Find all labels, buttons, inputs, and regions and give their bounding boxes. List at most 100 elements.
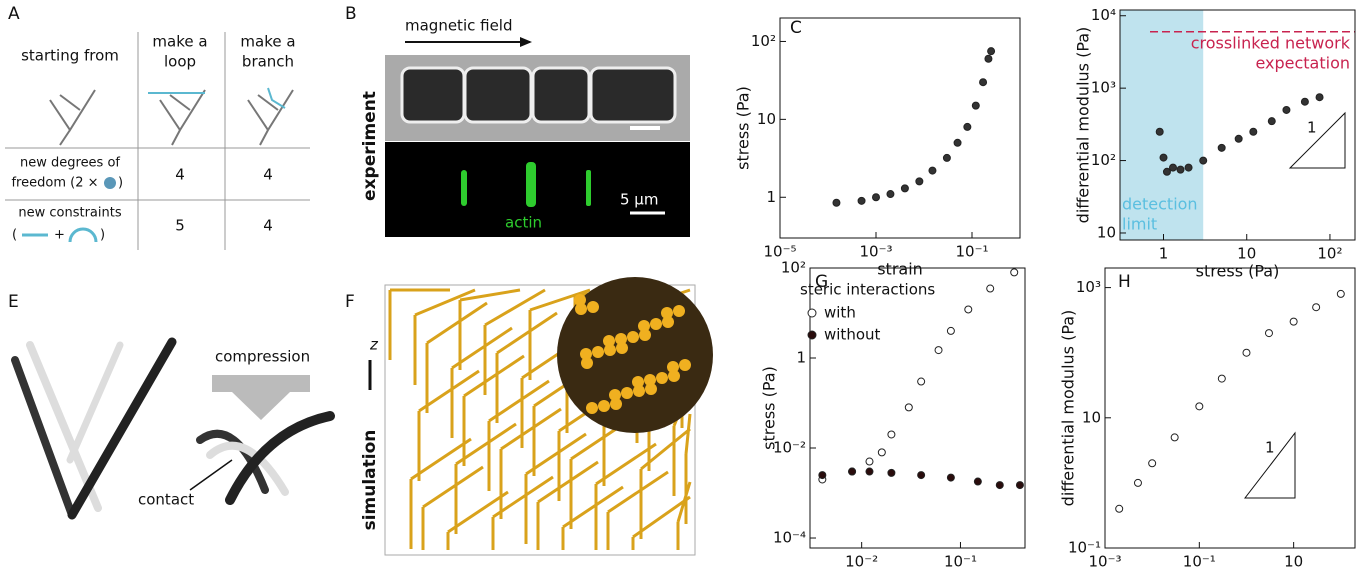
col-head: make a [240,33,295,51]
x-tick-label: 10⁻³ [1088,553,1121,571]
detection-region [1120,10,1204,240]
y-tick-label: 10⁻¹ [1068,539,1101,557]
data-point [946,326,955,335]
data-point [917,377,926,386]
contact-label: contact [138,491,194,509]
data-point [1315,93,1324,102]
bead [587,301,599,313]
plot-frame [1119,9,1356,241]
data-point [942,153,951,162]
bead [627,331,639,343]
bead [574,294,586,306]
data-point [872,193,880,202]
cell: 4 [263,217,273,235]
data-point [887,430,896,439]
bead [598,400,610,412]
filament [500,407,562,451]
data-point [995,481,1004,490]
data-point [818,471,827,480]
data-point [973,477,982,486]
filament [488,379,550,423]
slope-label: 1 [1265,439,1275,457]
tree-added [148,87,286,109]
x-axis-label: stress (Pa) [1188,570,1272,571]
data-point [887,468,896,477]
data-point [877,448,886,457]
data-point [963,122,972,131]
filament [463,354,525,398]
data-point [865,467,874,476]
y-tick-label: 10³ [1076,278,1101,296]
bead [661,307,673,319]
plot-frame [1104,267,1356,549]
slope-triangle [1243,431,1296,499]
filament [562,485,624,529]
x-axis-label: strain [877,260,923,279]
bead [639,329,651,341]
data-point [1242,348,1251,357]
y-tick-label: 1 [766,188,776,206]
x-axis-label: strain [895,570,941,571]
cell: 4 [175,166,185,184]
filament [426,301,488,345]
data-point [1168,163,1177,172]
data-point [1162,167,1171,176]
x-tick-label: 10 [1284,553,1303,571]
filament [418,369,480,413]
y-axis-label: differential modulus (Pa) [1074,27,1093,224]
data-point [1249,127,1258,136]
x-tick-label: 10⁻³ [859,243,892,261]
filament [537,460,599,504]
filament [414,288,476,317]
x-tick-label: 10⁻¹ [944,553,977,571]
x-tick-label: 10⁻⁵ [763,243,796,261]
data-point [832,198,841,207]
filament [447,490,509,534]
data-point [1264,329,1273,338]
filaments [11,337,335,520]
row-head: freedom (2 × [11,176,98,191]
bead [615,333,627,345]
bead [673,305,685,317]
filament [529,288,591,312]
angle-icon [68,227,98,243]
filament [496,311,558,355]
panel-label: H [1118,272,1131,292]
data-point [1148,459,1157,468]
cells [400,66,677,124]
data-point [904,403,913,412]
data-point [971,101,980,110]
data-point [1115,504,1124,513]
bead [603,335,615,347]
data-point [1217,143,1226,152]
bead [650,318,662,330]
cell: 4 [263,166,273,184]
data-point [928,166,937,175]
data-point [848,467,857,476]
bead [638,320,650,332]
col-head: starting from [21,47,119,65]
col-head: make a [152,33,207,51]
data-point [1195,402,1204,411]
data-point [1155,127,1164,136]
row-head: new constraints [18,206,121,221]
y-tick-label: 10 [1082,408,1101,426]
col-head: branch [242,53,294,71]
data-point [917,471,926,480]
data-point [964,305,973,314]
data-point [1336,289,1345,298]
bead [604,344,616,356]
bead [633,385,645,397]
bead [586,402,598,414]
panel-label: E [8,292,19,312]
y-tick-label: 10² [1091,151,1116,169]
actin-signal [461,162,591,207]
legend-swatch [807,308,817,318]
data-point [1234,134,1243,143]
fluorescence [385,142,690,237]
plot-frame [779,17,1021,239]
data-point [987,47,996,56]
data-point [953,138,962,147]
y-axis-label: stress (Pa) [734,86,753,170]
